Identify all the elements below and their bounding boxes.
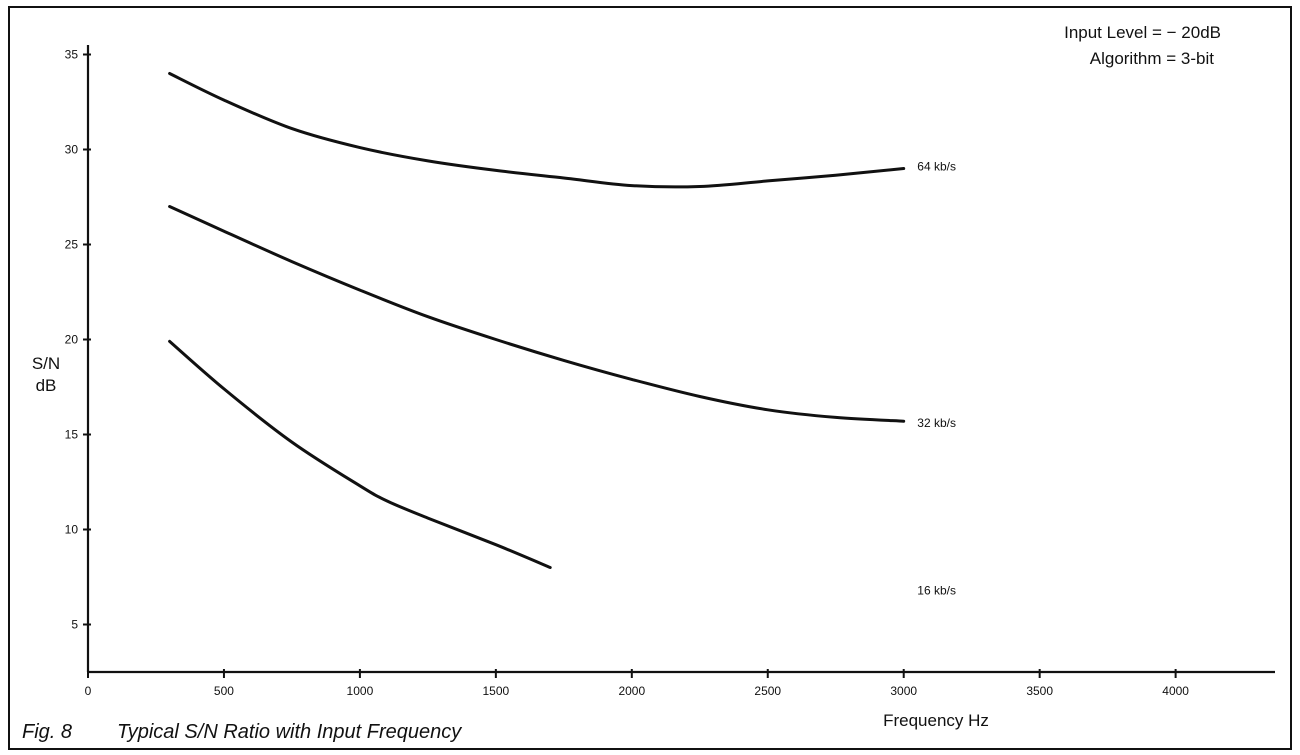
x-tick-label: 1000 [347,684,374,698]
series-label-2: 16 kb/s [917,583,956,597]
y-tick-label: 20 [65,333,79,347]
x-axis-title: Frequency Hz [883,711,989,730]
y-tick-label: 35 [65,48,79,62]
y-axis-ticks: 5 10 15 20 25 30 35 [65,48,91,632]
annotation-algorithm: Algorithm = 3-bit [1090,49,1215,68]
x-tick-label: 4000 [1162,684,1189,698]
figure-caption-number: Fig. 8 [22,721,72,743]
y-axis-title-line1: S/N [32,354,60,373]
series-label-0: 64 kb/s [917,160,956,174]
y-tick-label: 25 [65,238,79,252]
x-tick-label: 2000 [618,684,645,698]
series-labels: 64 kb/s 32 kb/s 16 kb/s [917,160,956,598]
series-line-1 [168,205,906,423]
y-tick-label: 5 [71,618,78,632]
y-tick-label: 15 [65,428,79,442]
x-tick-label: 3500 [1026,684,1053,698]
series-line-2 [168,339,552,569]
series-layer [168,72,906,569]
y-tick-label: 30 [65,143,79,157]
x-tick-label: 1500 [483,684,510,698]
figure-border [8,6,1292,750]
x-tick-label: 2500 [754,684,781,698]
y-axis-title-line2: dB [36,376,57,395]
series-line-0 [168,72,906,189]
series-label-1: 32 kb/s [917,416,956,430]
annotation-input-level: Input Level = − 20dB [1064,23,1221,42]
x-axis-ticks: 0 500 1000 1500 2000 2500 3000 3500 4000 [85,669,1189,698]
figure-caption-text: Typical S/N Ratio with Input Frequency [117,721,462,743]
x-tick-label: 3000 [890,684,917,698]
plot-area: 5 10 15 20 25 30 35 0 500 1000 1500 2000 2500 3000 35… [65,45,1275,698]
x-tick-label: 500 [214,684,234,698]
x-tick-label: 0 [85,684,92,698]
y-tick-label: 10 [65,523,79,537]
